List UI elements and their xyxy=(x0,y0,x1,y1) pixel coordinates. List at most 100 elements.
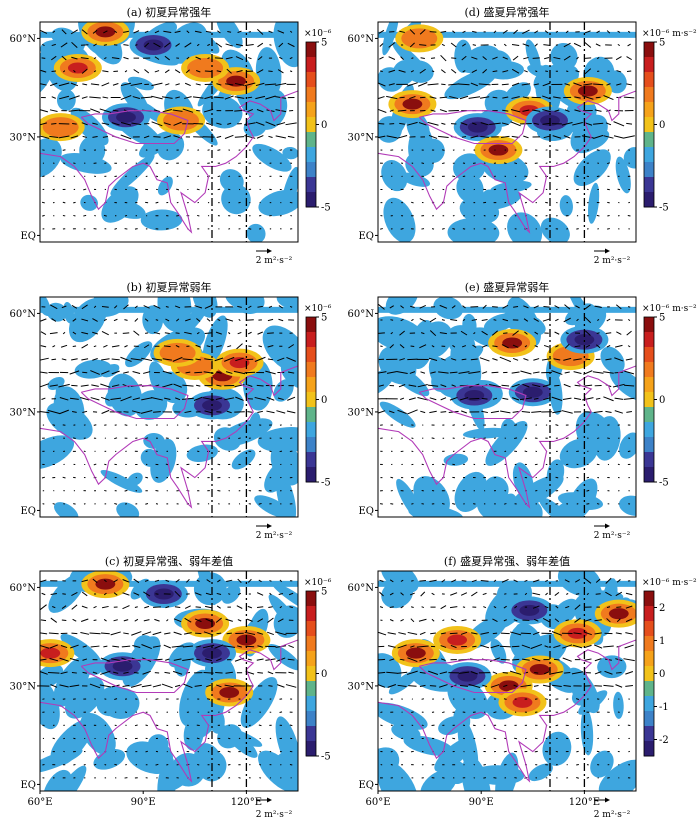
flux-vector xyxy=(225,671,233,674)
flux-vector xyxy=(173,618,182,623)
flux-vector xyxy=(234,136,245,138)
flux-vector xyxy=(195,83,201,86)
flux-vector xyxy=(269,44,272,46)
flux-vector xyxy=(174,30,181,33)
flux-vector xyxy=(62,476,66,479)
flux-vector xyxy=(543,397,550,401)
flux-vector xyxy=(155,201,159,204)
shading-patch xyxy=(378,367,396,396)
flux-vector xyxy=(593,644,603,649)
colorbar-segment xyxy=(644,42,654,58)
flux-vector xyxy=(450,618,457,623)
flux-vector xyxy=(247,96,253,99)
flux-vector xyxy=(238,437,241,439)
flux-vector xyxy=(533,358,540,361)
shading-patch xyxy=(507,212,543,242)
flux-vector xyxy=(103,344,108,348)
flux-vector xyxy=(420,332,425,335)
flux-vector xyxy=(154,70,160,73)
flux-vector xyxy=(59,657,69,662)
flux-vector xyxy=(89,683,101,689)
flux-vector xyxy=(197,214,200,217)
flux-vector xyxy=(534,30,539,34)
flux-vector xyxy=(62,331,66,335)
flux-vector xyxy=(133,330,140,336)
reference-arrow-head xyxy=(605,248,610,254)
flux-vector xyxy=(593,134,604,139)
flux-vector xyxy=(439,96,448,99)
flux-vector xyxy=(441,579,446,583)
flux-vector xyxy=(286,410,296,414)
flux-vector xyxy=(101,306,109,308)
flux-vector xyxy=(164,632,171,635)
flux-vector xyxy=(246,108,253,113)
flux-vector xyxy=(480,631,489,635)
flux-vector xyxy=(491,371,499,374)
flux-vector xyxy=(277,397,284,401)
flux-vector xyxy=(532,592,541,596)
flux-vector xyxy=(380,70,383,73)
flux-vector xyxy=(246,618,253,622)
shading-patch xyxy=(443,453,469,466)
flux-vector xyxy=(217,579,221,583)
colorbar-segment xyxy=(306,87,316,103)
flux-vector xyxy=(49,332,58,335)
anomaly-blob-core xyxy=(153,588,174,600)
flux-vector xyxy=(478,83,491,86)
shading-patch xyxy=(550,42,578,71)
flux-vector xyxy=(62,149,66,151)
flux-vector xyxy=(52,30,56,34)
flux-vector xyxy=(482,304,487,309)
flux-vector xyxy=(388,410,395,414)
flux-vector xyxy=(532,631,540,636)
flux-vector xyxy=(440,384,447,388)
flux-vector xyxy=(113,619,118,622)
colorbar-tick-label: -1 xyxy=(659,702,669,713)
flux-vector xyxy=(277,30,285,34)
flux-vector xyxy=(206,684,212,688)
shading-patch xyxy=(619,432,636,459)
flux-vector xyxy=(510,121,521,127)
flux-vector xyxy=(411,318,414,322)
flux-vector xyxy=(114,737,118,740)
flux-vector xyxy=(184,331,192,335)
flux-vector xyxy=(277,69,284,74)
shading-patch xyxy=(490,180,532,194)
flux-vector xyxy=(102,135,108,138)
flux-vector xyxy=(512,330,519,336)
anomaly-blob-core xyxy=(167,347,188,359)
flux-vector xyxy=(584,316,592,324)
flux-vector xyxy=(153,304,161,309)
flux-vector xyxy=(133,671,139,674)
flux-vector xyxy=(254,396,266,401)
plateau-outline xyxy=(418,110,527,145)
flux-vector xyxy=(554,618,560,623)
shading-patch xyxy=(447,217,500,242)
flux-vector xyxy=(411,580,414,582)
flux-vector xyxy=(145,332,149,334)
flux-vector xyxy=(390,763,393,766)
flux-vector xyxy=(561,122,573,126)
flux-vector xyxy=(554,305,560,309)
shading-patch xyxy=(490,638,507,664)
flux-vector xyxy=(439,109,447,113)
flux-vector xyxy=(501,384,510,387)
flux-vector xyxy=(617,30,621,33)
reference-arrow-head xyxy=(267,523,272,529)
colorbar-segment xyxy=(644,362,654,378)
shading-patch xyxy=(246,223,266,242)
flux-vector xyxy=(400,605,404,609)
flux-vector xyxy=(154,30,160,34)
colorbar-segment xyxy=(306,102,316,118)
flux-vector xyxy=(605,122,612,126)
flux-vector xyxy=(511,371,520,374)
flux-vector xyxy=(134,318,139,322)
flux-vector xyxy=(133,69,140,74)
shading-patch xyxy=(133,635,155,655)
flux-vector xyxy=(165,606,170,609)
flux-vector xyxy=(431,592,435,596)
flux-vector xyxy=(511,383,520,388)
flux-vector xyxy=(174,590,181,598)
map-frame xyxy=(39,296,299,518)
flux-vector xyxy=(277,357,285,362)
